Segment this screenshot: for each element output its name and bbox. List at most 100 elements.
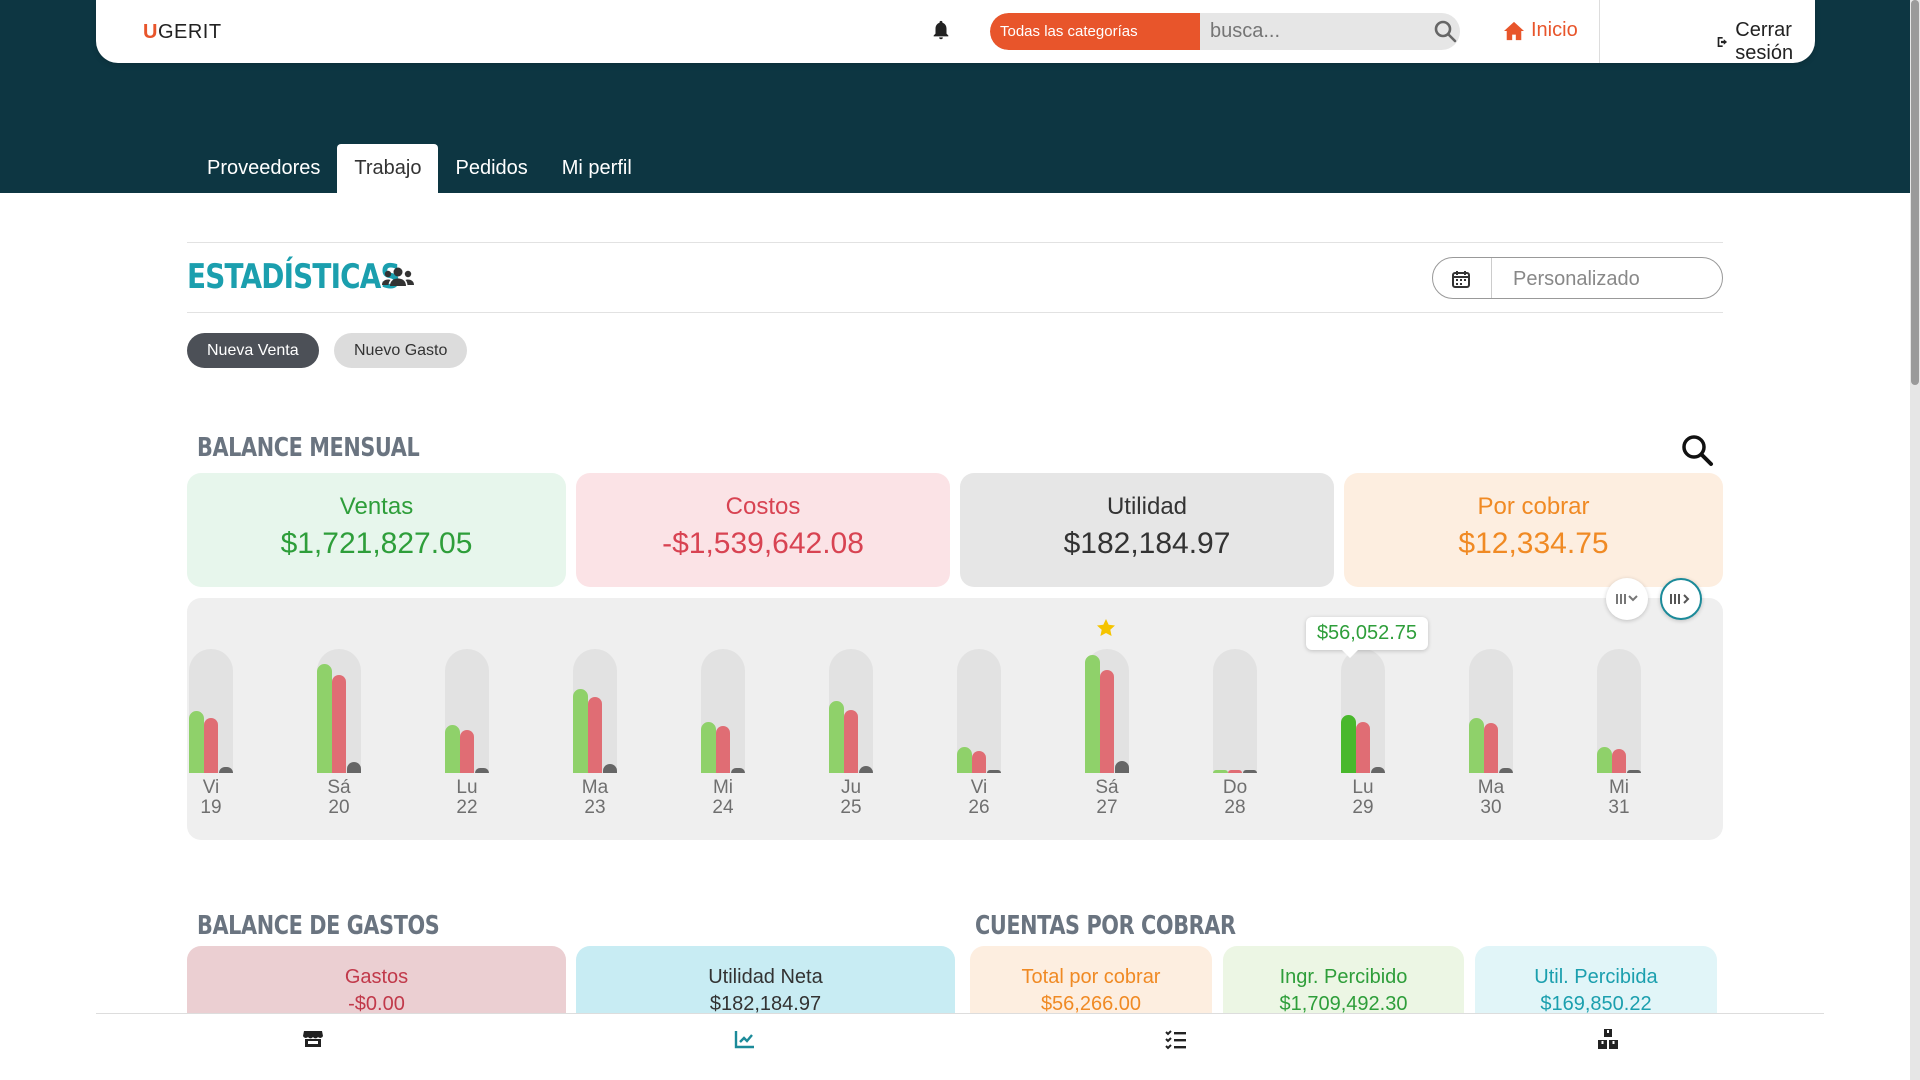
chart-day-column[interactable] [829, 649, 873, 773]
scrollbar-thumb[interactable] [1911, 0, 1919, 385]
chart-bar-utilidad[interactable] [859, 766, 873, 773]
chart-bar-utilidad[interactable] [219, 767, 233, 773]
receivables-card[interactable]: Ingr. Percibido $1,709,492.30 [1223, 946, 1464, 1016]
expenses-card[interactable]: Gastos -$0.00 [187, 946, 566, 1016]
chart-tooltip: $56,052.75 [1306, 617, 1428, 650]
chart-date-label: 22 [456, 797, 478, 818]
receivables-card-value: $169,850.22 [1540, 993, 1652, 1015]
chart-bar-costos[interactable] [972, 751, 986, 773]
chart-day-column[interactable] [957, 649, 1001, 773]
chart-weekday-label: Sá [1095, 777, 1119, 798]
tasks-icon[interactable] [1164, 1027, 1188, 1051]
chart-bar-utilidad[interactable] [1499, 768, 1513, 773]
chart-day-column[interactable] [189, 649, 233, 773]
chart-day-column[interactable] [317, 649, 361, 773]
chart-bar-utilidad[interactable] [1243, 770, 1257, 773]
boxes-icon[interactable] [1596, 1027, 1620, 1051]
divider-bottom [187, 312, 1723, 313]
chart-bar-costos[interactable] [1356, 722, 1370, 773]
chart-columns-toggle[interactable] [1606, 578, 1648, 620]
chart-bar-costos[interactable] [204, 718, 218, 773]
tab-pedidos[interactable]: Pedidos [455, 157, 528, 179]
main-tabs: Proveedores Trabajo Pedidos Mi perfil [190, 144, 649, 193]
chart-day-column[interactable] [1341, 649, 1385, 773]
search-input[interactable] [1200, 13, 1420, 50]
chart-bar-utilidad[interactable] [1627, 770, 1641, 773]
chart-bar-ventas[interactable] [1085, 655, 1100, 773]
expenses-card-label: Utilidad Neta [708, 966, 823, 988]
chart-bar-ventas[interactable] [1213, 770, 1228, 773]
chart-bar-utilidad[interactable] [1371, 767, 1385, 773]
chart-weekday-label: Ma [581, 777, 609, 798]
chart-day-column[interactable] [1469, 649, 1513, 773]
chart-day-label: Vi 26 [949, 778, 1009, 818]
chart-bar-ventas[interactable] [957, 747, 972, 773]
chart-bar-costos[interactable] [588, 697, 602, 773]
chart-bar-costos[interactable] [844, 710, 858, 773]
chart-next-button[interactable] [1660, 578, 1702, 620]
chart-bar-utilidad[interactable] [347, 762, 361, 773]
brand-logo[interactable]: UGERIT [143, 21, 222, 43]
bell-icon[interactable] [930, 18, 952, 42]
chart-bar-costos[interactable] [1612, 749, 1626, 773]
chart-bar-utilidad[interactable] [603, 764, 617, 773]
category-select-button[interactable]: Todas las categorías [990, 13, 1200, 50]
summary-card[interactable]: Por cobrar $12,334.75 [1344, 473, 1723, 587]
chart-bar-ventas[interactable] [1597, 747, 1612, 773]
chart-bar-ventas[interactable] [701, 722, 716, 773]
chart-date-label: 31 [1608, 797, 1630, 818]
chart-day-column[interactable] [445, 649, 489, 773]
home-link[interactable]: Inicio [1503, 19, 1578, 42]
chart-bar-costos[interactable] [460, 730, 474, 773]
chart-bar-ventas[interactable] [445, 725, 460, 773]
chart-day-label: Ma 23 [565, 778, 625, 818]
scrollbar-track[interactable] [1910, 0, 1920, 1080]
zoom-icon[interactable] [1680, 433, 1714, 467]
chart-bar-ventas[interactable] [1469, 718, 1484, 773]
store-icon[interactable] [301, 1027, 325, 1051]
receivables-card[interactable]: Util. Percibida $169,850.22 [1475, 946, 1717, 1016]
search-icon[interactable] [1433, 19, 1457, 43]
expenses-card[interactable]: Utilidad Neta $182,184.97 [576, 946, 955, 1016]
chart-bar-costos[interactable] [716, 726, 730, 773]
receivables-card[interactable]: Total por cobrar $56,266.00 [970, 946, 1212, 1016]
chart-bar-utilidad[interactable] [987, 770, 1001, 773]
date-range-picker[interactable]: Personalizado [1432, 257, 1723, 299]
summary-card[interactable]: Costos -$1,539,642.08 [576, 473, 950, 587]
chart-bar-utilidad[interactable] [1115, 761, 1129, 773]
chart-bar-ventas[interactable] [317, 664, 332, 773]
summary-card-value: $1,721,827.05 [280, 527, 473, 560]
chart-bar-costos[interactable] [332, 675, 346, 773]
tab-proveedores[interactable]: Proveedores [207, 157, 321, 179]
summary-card-label: Costos [725, 493, 801, 520]
chart-bar-ventas[interactable] [1341, 715, 1356, 773]
new-sale-button[interactable]: Nueva Venta [187, 333, 319, 368]
tab-mi-perfil[interactable]: Mi perfil [561, 157, 632, 179]
chart-day-label: Vi 19 [181, 778, 241, 818]
chart-bar-utilidad[interactable] [475, 768, 489, 773]
chart-day-column[interactable] [573, 649, 617, 773]
chart-day-column[interactable] [1213, 649, 1257, 773]
new-expense-button[interactable]: Nuevo Gasto [334, 333, 468, 368]
chart-line-icon[interactable] [733, 1027, 757, 1051]
tab-trabajo[interactable]: Trabajo [337, 144, 439, 193]
chart-bar-costos[interactable] [1100, 670, 1114, 773]
chart-bar-utilidad[interactable] [731, 768, 745, 773]
chart-bar-ventas[interactable] [829, 701, 844, 773]
chart-date-label: 30 [1480, 797, 1502, 818]
chart-bar-costos[interactable] [1228, 770, 1242, 773]
chart-day-column[interactable] [701, 649, 745, 773]
chart-weekday-label: Lu [1352, 777, 1374, 798]
summary-card[interactable]: Ventas $1,721,827.05 [187, 473, 566, 587]
summary-card[interactable]: Utilidad $182,184.97 [960, 473, 1334, 587]
chart-day-column[interactable] [1597, 649, 1641, 773]
chart-date-label: 28 [1224, 797, 1246, 818]
chart-weekday-label: Sá [327, 777, 351, 798]
expenses-card-value: -$0.00 [348, 993, 405, 1015]
chart-day-label: Do 28 [1205, 778, 1265, 818]
chart-bar-ventas[interactable] [573, 689, 588, 773]
chart-bar-costos[interactable] [1484, 723, 1498, 773]
chart-bar-ventas[interactable] [189, 711, 204, 773]
chart-day-column[interactable] [1085, 649, 1129, 773]
logout-link[interactable]: Cerrar sesión [1716, 19, 1815, 65]
